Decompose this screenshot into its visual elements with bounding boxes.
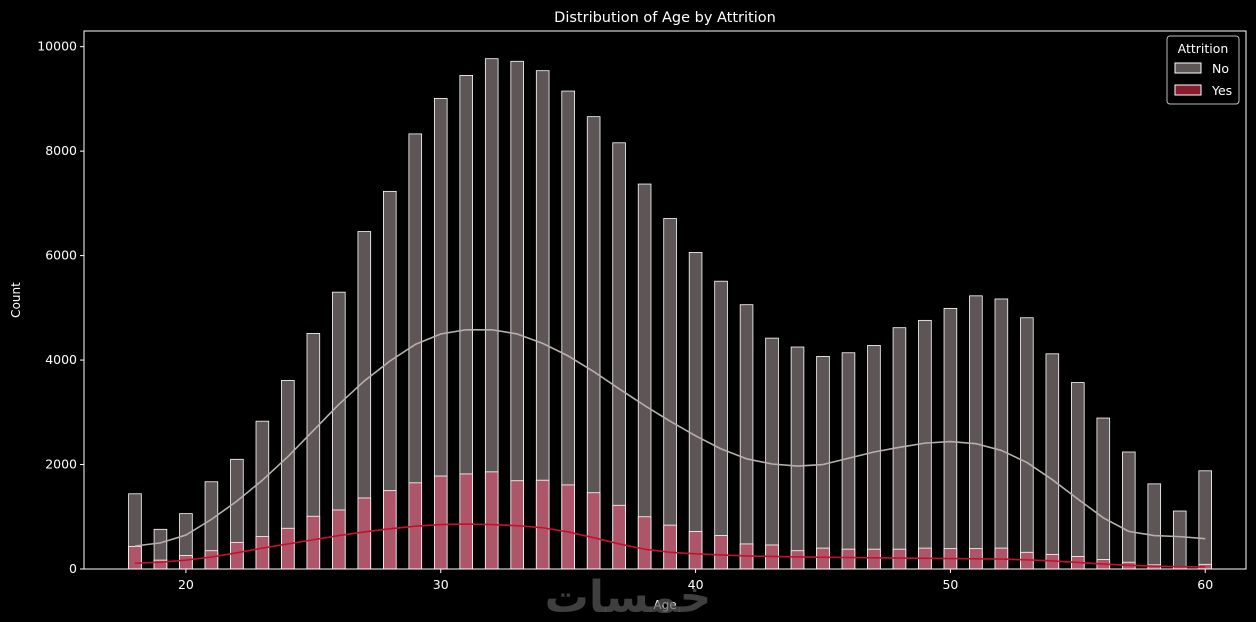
bar-no-50 — [943, 307, 958, 570]
bar-yes-35 — [561, 484, 575, 570]
bar-yes-40 — [688, 530, 703, 570]
legend-swatch-yes — [1174, 84, 1202, 96]
bar-no-60 — [1198, 470, 1212, 570]
x-tick-label-50: 50 — [942, 577, 958, 592]
bar-yes-38 — [637, 516, 652, 570]
bar-yes-44 — [790, 550, 805, 570]
bar-no-51 — [969, 295, 983, 570]
y-tick-label-6000: 6000 — [45, 248, 77, 263]
bar-no-38 — [637, 183, 652, 570]
bar-yes-47 — [867, 548, 881, 570]
y-tick-label-2000: 2000 — [45, 457, 77, 472]
bar-yes-18 — [128, 546, 142, 570]
bar-yes-39 — [663, 524, 677, 570]
bar-no-55 — [1071, 382, 1085, 570]
x-axis-label: Age — [653, 598, 676, 612]
bar-yes-45 — [816, 547, 830, 570]
bar-no-53 — [1020, 317, 1034, 570]
legend-title: Attrition — [1178, 41, 1229, 56]
bar-no-52 — [994, 298, 1009, 570]
bar-yes-27 — [357, 497, 372, 570]
plot-area — [128, 58, 1212, 570]
bar-no-44 — [790, 346, 805, 570]
bar-yes-36 — [586, 492, 601, 570]
y-tick-label-10000: 10000 — [37, 39, 77, 54]
bar-yes-34 — [535, 479, 550, 570]
chart-title: Distribution of Age by Attrition — [554, 10, 776, 26]
x-tick-label-40: 40 — [688, 577, 704, 592]
bar-yes-24 — [281, 527, 295, 570]
bar-no-59 — [1172, 510, 1187, 570]
bar-yes-41 — [714, 535, 728, 570]
bar-yes-48 — [892, 548, 907, 570]
bar-yes-32 — [484, 471, 499, 570]
bar-no-43 — [765, 337, 779, 570]
legend-label-yes: Yes — [1211, 83, 1232, 98]
legend: Attrition No Yes — [1166, 35, 1240, 105]
bar-yes-22 — [230, 541, 244, 570]
bar-yes-21 — [204, 550, 219, 570]
bar-no-57 — [1122, 451, 1136, 570]
legend-swatch-no — [1174, 62, 1202, 74]
x-tick-label-30: 30 — [433, 577, 449, 592]
kde-line-no — [134, 328, 1206, 547]
kde-line-yes — [134, 523, 1206, 568]
bar-yes-30 — [433, 475, 448, 570]
x-tick-label-60: 60 — [1197, 577, 1213, 592]
x-tick-label-20: 20 — [178, 577, 194, 592]
bar-yes-26 — [332, 509, 346, 570]
bar-no-46 — [841, 352, 856, 570]
bar-yes-23 — [255, 536, 270, 570]
bar-no-42 — [739, 304, 754, 570]
bar-no-39 — [663, 218, 677, 570]
bar-yes-37 — [612, 504, 626, 570]
bar-no-40 — [688, 252, 703, 570]
bar-no-47 — [867, 345, 881, 570]
axes: 0 2000 4000 6000 8000 10000 20 30 40 50 60 — [37, 30, 1247, 592]
bar-yes-20 — [179, 555, 193, 570]
y-tick-label-4000: 4000 — [45, 352, 77, 367]
bar-no-58 — [1147, 483, 1162, 570]
bar-no-56 — [1096, 417, 1111, 570]
bar-yes-46 — [841, 548, 856, 570]
y-tick-label-8000: 8000 — [45, 143, 77, 158]
y-axis-label: Count — [9, 282, 23, 318]
bar-yes-31 — [459, 473, 474, 570]
bar-no-41 — [714, 280, 728, 570]
bar-no-54 — [1045, 353, 1060, 570]
bar-no-49 — [918, 319, 932, 570]
y-tick-label-0: 0 — [69, 561, 77, 576]
legend-label-no: No — [1212, 61, 1229, 76]
bar-yes-25 — [306, 515, 321, 570]
axes-frame — [83, 30, 1247, 570]
watermark-logo: خمسات — [545, 572, 712, 622]
